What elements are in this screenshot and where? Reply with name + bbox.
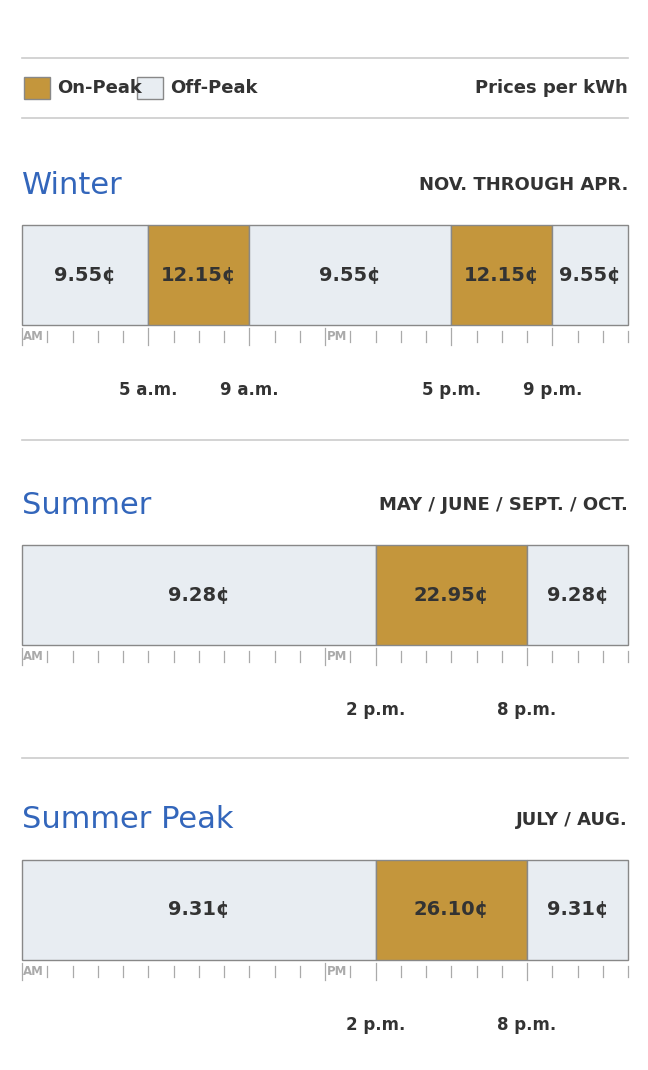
Text: Prices per kWh: Prices per kWh bbox=[475, 79, 628, 97]
Text: 2 p.m.: 2 p.m. bbox=[346, 1016, 405, 1034]
Bar bbox=[527, 860, 628, 960]
Text: 9.28¢: 9.28¢ bbox=[547, 585, 608, 605]
Text: 12.15¢: 12.15¢ bbox=[464, 265, 539, 285]
Text: AM: AM bbox=[23, 330, 44, 343]
Text: 9.31¢: 9.31¢ bbox=[168, 901, 229, 919]
Text: Off-Peak: Off-Peak bbox=[170, 79, 257, 97]
Text: 9 a.m.: 9 a.m. bbox=[220, 381, 279, 399]
Text: 5 p.m.: 5 p.m. bbox=[422, 381, 481, 399]
Text: Winter: Winter bbox=[22, 170, 122, 199]
Bar bbox=[375, 545, 527, 645]
Text: 12.15¢: 12.15¢ bbox=[161, 265, 237, 285]
Text: MAY / JUNE / SEPT. / OCT.: MAY / JUNE / SEPT. / OCT. bbox=[379, 496, 628, 514]
Bar bbox=[22, 860, 375, 960]
Text: 8 p.m.: 8 p.m. bbox=[498, 701, 557, 719]
Bar bbox=[24, 77, 50, 100]
Bar bbox=[22, 225, 148, 325]
Text: NOV. THROUGH APR.: NOV. THROUGH APR. bbox=[419, 175, 628, 194]
Text: PM: PM bbox=[327, 330, 347, 343]
Text: 9.28¢: 9.28¢ bbox=[168, 585, 229, 605]
Bar bbox=[527, 545, 628, 645]
Text: 8 p.m.: 8 p.m. bbox=[498, 1016, 557, 1034]
Text: Summer Peak: Summer Peak bbox=[22, 806, 233, 835]
Bar bbox=[148, 225, 249, 325]
Bar bbox=[375, 860, 527, 960]
Text: 9.31¢: 9.31¢ bbox=[547, 901, 608, 919]
Text: Summer: Summer bbox=[22, 490, 152, 520]
Text: 22.95¢: 22.95¢ bbox=[413, 585, 489, 605]
Text: 26.10¢: 26.10¢ bbox=[413, 901, 489, 919]
Bar bbox=[249, 225, 451, 325]
Text: AM: AM bbox=[23, 965, 44, 978]
Bar bbox=[552, 225, 628, 325]
Text: PM: PM bbox=[327, 649, 347, 663]
Text: 9.55¢: 9.55¢ bbox=[319, 265, 381, 285]
Text: 9.55¢: 9.55¢ bbox=[559, 265, 621, 285]
Text: AM: AM bbox=[23, 649, 44, 663]
Text: PM: PM bbox=[327, 965, 347, 978]
Text: 9.55¢: 9.55¢ bbox=[54, 265, 116, 285]
Bar bbox=[137, 77, 163, 100]
Text: 5 a.m.: 5 a.m. bbox=[119, 381, 178, 399]
Text: 2 p.m.: 2 p.m. bbox=[346, 701, 405, 719]
Bar bbox=[22, 545, 375, 645]
Text: JULY / AUG.: JULY / AUG. bbox=[516, 811, 628, 829]
Text: On-Peak: On-Peak bbox=[57, 79, 142, 97]
Bar bbox=[451, 225, 552, 325]
Text: 9 p.m.: 9 p.m. bbox=[522, 381, 582, 399]
